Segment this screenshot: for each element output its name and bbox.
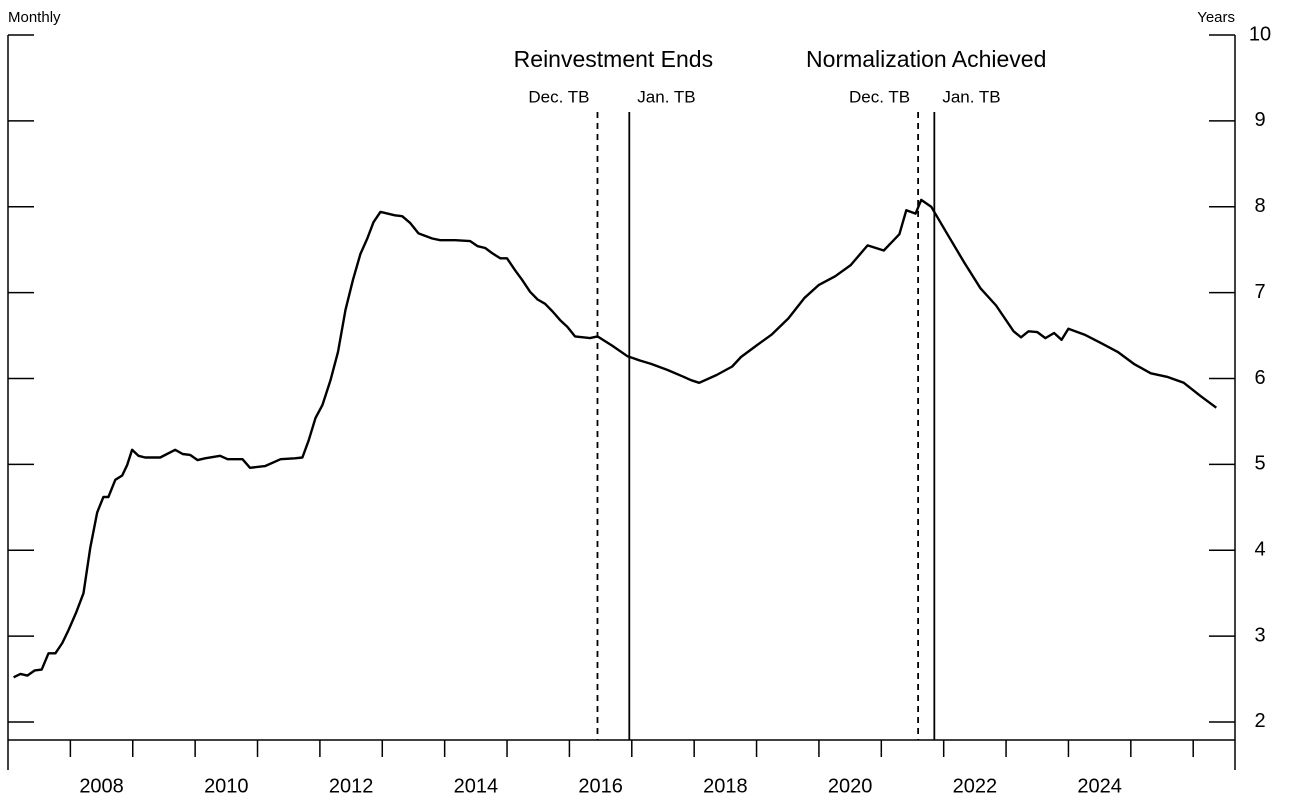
x-tick-label: 2014 — [454, 775, 499, 797]
x-tick-label: 2012 — [329, 775, 374, 797]
data-line — [13, 198, 1218, 679]
event-line-label: Jan. TB — [942, 87, 1000, 106]
event-line-label: Jan. TB — [637, 87, 695, 106]
y-tick-label: 3 — [1254, 624, 1265, 646]
x-tick-label: 2008 — [79, 775, 124, 797]
y-tick-label: 9 — [1254, 109, 1265, 131]
right-axis-label: Years — [1197, 9, 1235, 26]
y-tick-label: 6 — [1254, 367, 1265, 389]
event-label: Reinvestment Ends — [514, 46, 713, 72]
x-tick-label: 2020 — [828, 775, 873, 797]
y-tick-label: 8 — [1254, 195, 1265, 217]
y-tick-label: 10 — [1249, 23, 1271, 45]
x-tick-label: 2010 — [204, 775, 249, 797]
x-tick-label: 2024 — [1077, 775, 1122, 797]
left-axis-label: Monthly — [8, 9, 61, 26]
y-tick-label: 7 — [1254, 281, 1265, 303]
x-tick-label: 2016 — [578, 775, 623, 797]
y-tick-label: 2 — [1254, 710, 1265, 732]
x-tick-label: 2018 — [703, 775, 748, 797]
x-tick-label: 2022 — [953, 775, 998, 797]
event-label: Normalization Achieved — [806, 46, 1046, 72]
event-line-label: Dec. TB — [849, 87, 910, 106]
event-line-label: Dec. TB — [528, 87, 589, 106]
y-tick-label: 4 — [1254, 539, 1265, 561]
y-tick-label: 5 — [1254, 453, 1265, 475]
